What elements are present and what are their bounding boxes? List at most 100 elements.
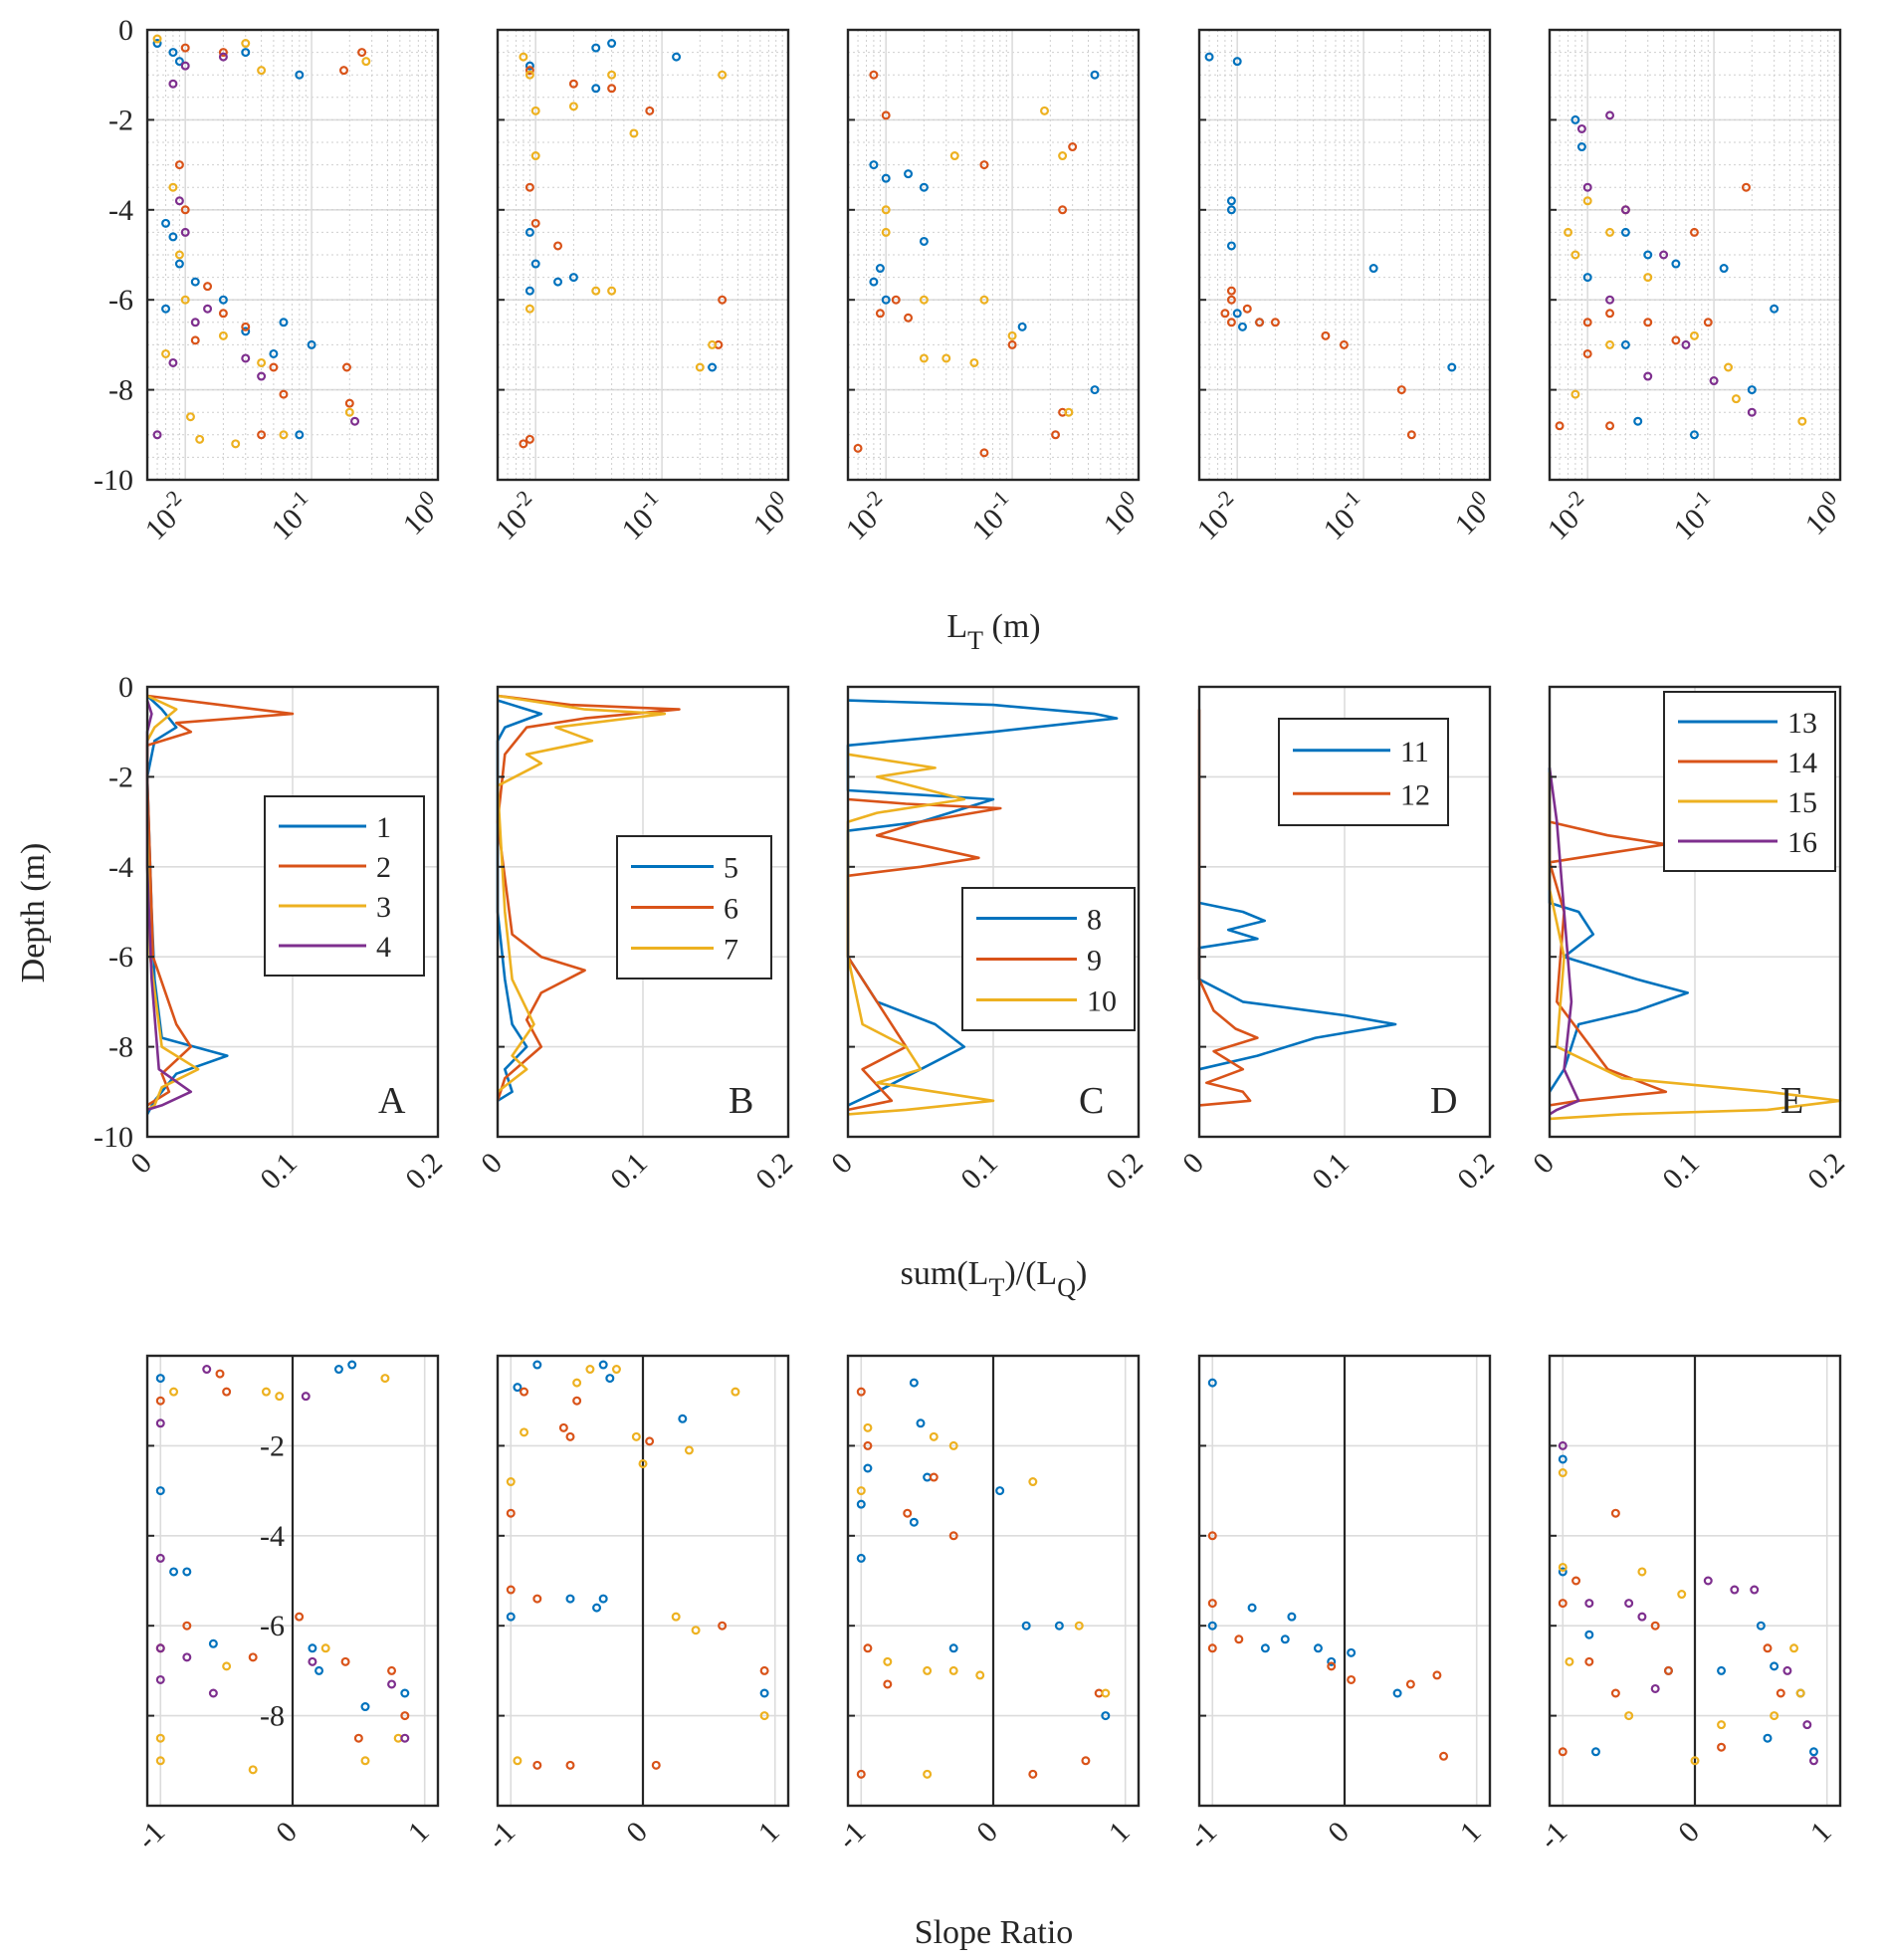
series-10-point-5 bbox=[1007, 330, 1017, 340]
series-15-point-11 bbox=[1605, 339, 1615, 349]
y-tick-label: -2 bbox=[260, 1429, 285, 1462]
xlabel-main: sum(L bbox=[901, 1255, 989, 1292]
series-10-point-9 bbox=[942, 353, 951, 363]
x-tick-label: 10-1 bbox=[611, 485, 673, 546]
series-11-point-5 bbox=[1280, 1634, 1290, 1644]
panel-slope-3: -1 0 1 bbox=[831, 1354, 1141, 1856]
series-2-point-3 bbox=[155, 1396, 165, 1406]
series-5-point-7 bbox=[592, 1603, 602, 1613]
series-5-point-10 bbox=[759, 1688, 769, 1698]
series-8-point-2 bbox=[881, 173, 891, 183]
x-tick-label: 100 bbox=[747, 485, 792, 542]
series-2-point-7 bbox=[400, 1711, 410, 1721]
axes-frame bbox=[1548, 685, 1842, 1139]
legend-label-14: 14 bbox=[1787, 747, 1817, 779]
x-tick-text: 10-1 bbox=[961, 485, 1023, 546]
series-5-point-1 bbox=[513, 1383, 523, 1393]
series-16-point-11 bbox=[1650, 1683, 1660, 1693]
xlabel-main: Slope Ratio bbox=[915, 1914, 1074, 1951]
axes-frame bbox=[1197, 685, 1492, 1139]
x-tick-label: 10-1 bbox=[1318, 485, 1365, 546]
x-tick-text: 0 bbox=[970, 1816, 1004, 1850]
series-3-point-13 bbox=[231, 439, 241, 449]
series-11-point-2 bbox=[1232, 57, 1242, 67]
series-8-point-4 bbox=[919, 236, 929, 246]
x-tick-text: 0 bbox=[825, 1147, 859, 1181]
panel-slope-4: -1 0 1 bbox=[1182, 1354, 1492, 1856]
series-10-point-12 bbox=[881, 227, 891, 237]
xlabel-sum: sum(LT)/(LQ) bbox=[901, 1255, 1088, 1302]
x-tick-text: 0.2 bbox=[749, 1147, 799, 1197]
series-7-point-12 bbox=[591, 286, 601, 296]
series-1-point-13 bbox=[279, 318, 289, 327]
series-16-line bbox=[1548, 767, 1580, 1116]
series-15-point-6 bbox=[1717, 1720, 1727, 1730]
series-13-point-4 bbox=[1643, 250, 1653, 260]
x-tick-text: 1 bbox=[1804, 1816, 1838, 1850]
series-14-point-6 bbox=[1689, 227, 1699, 237]
series-15-point-6 bbox=[1689, 330, 1699, 340]
series-9-point-3 bbox=[875, 309, 885, 319]
series-13-point-2 bbox=[1584, 1630, 1594, 1639]
series-15-line bbox=[1548, 771, 1842, 1121]
series-10-point-6 bbox=[948, 1665, 958, 1675]
series-12-point-9 bbox=[1226, 286, 1236, 296]
series-14-point-3 bbox=[1605, 309, 1615, 319]
series-12-point-5 bbox=[1347, 1674, 1357, 1684]
series-1-point-8 bbox=[360, 1702, 370, 1712]
x-tick-text: 1 bbox=[402, 1816, 436, 1850]
legend-box bbox=[264, 795, 425, 977]
series-6-point-13 bbox=[759, 1665, 769, 1675]
series-1-point-11 bbox=[155, 1486, 165, 1496]
series-15-point-11 bbox=[1558, 1468, 1568, 1478]
series-15-point-3 bbox=[1582, 196, 1592, 206]
x-tick-text: 0 bbox=[124, 1147, 158, 1181]
x-tick-label: -1 bbox=[831, 1816, 872, 1856]
series-5-point-4 bbox=[591, 84, 601, 94]
legend-label-3: 3 bbox=[376, 891, 391, 924]
series-16-point-8 bbox=[1747, 407, 1757, 417]
series-7-line bbox=[496, 694, 667, 1093]
x-tick-label: 0.2 bbox=[1451, 1147, 1501, 1197]
series-3-point-8 bbox=[222, 1661, 232, 1671]
series-8-point-1 bbox=[869, 160, 879, 170]
x-tick-text: -1 bbox=[1182, 1816, 1223, 1856]
x-tick-text: 10-1 bbox=[611, 485, 673, 546]
series-12-point-3 bbox=[1234, 1634, 1244, 1644]
series-3-point-1 bbox=[152, 34, 162, 44]
x-tick-label: 0 bbox=[970, 1816, 1004, 1850]
x-tick-label: -1 bbox=[130, 1816, 171, 1856]
series-3-point-11 bbox=[275, 1392, 285, 1402]
x-tick-label: 1 bbox=[1804, 1816, 1838, 1850]
series-1-point-1 bbox=[155, 1374, 165, 1384]
legend-label-5: 5 bbox=[724, 852, 738, 885]
series-13-point-5 bbox=[1671, 259, 1681, 269]
series-13-point-8 bbox=[1808, 1747, 1818, 1757]
series-7-point-1 bbox=[519, 52, 528, 62]
series-12-point-11 bbox=[1242, 304, 1252, 314]
series-14-point-8 bbox=[1763, 1643, 1773, 1653]
series-12-line bbox=[1197, 709, 1259, 1107]
legend-E: 13 14 15 16 bbox=[1663, 691, 1836, 872]
series-14-point-6 bbox=[1717, 1742, 1727, 1752]
series-13-point-7 bbox=[1770, 304, 1779, 314]
x-tick-label: 0.1 bbox=[1656, 1147, 1706, 1197]
series-7-point-6 bbox=[629, 128, 639, 138]
series-1-point-5 bbox=[295, 70, 305, 80]
series-4-point-1 bbox=[180, 61, 190, 71]
x-tick-label: 0 bbox=[475, 1147, 509, 1181]
series-3-point-6 bbox=[174, 250, 184, 260]
panel-lt-2: 10-2 10-1 100 bbox=[490, 28, 792, 546]
x-tick-label: 1 bbox=[752, 1816, 786, 1850]
series-1-point-11 bbox=[241, 327, 251, 336]
series-8-point-12 bbox=[856, 1553, 866, 1563]
series-16-point-1 bbox=[1576, 123, 1586, 133]
series-6-point-10 bbox=[532, 1760, 542, 1770]
series-15-point-9 bbox=[1637, 1567, 1647, 1577]
series-5-line bbox=[496, 699, 543, 1102]
x-tick-label: 0 bbox=[620, 1816, 654, 1850]
series-5-point-7 bbox=[530, 259, 540, 269]
series-7-point-10 bbox=[671, 1612, 681, 1622]
series-12-point-2 bbox=[1207, 1599, 1217, 1609]
